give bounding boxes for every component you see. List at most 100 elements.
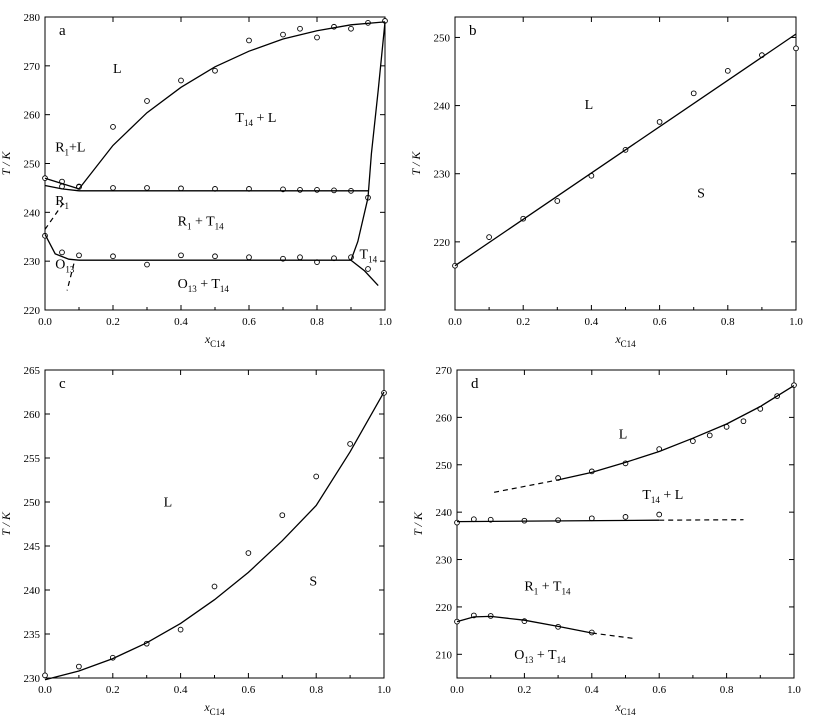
x-tick-label: 0.4 <box>174 684 188 696</box>
data-point <box>555 517 561 524</box>
x-tick-label: 0.2 <box>516 316 530 328</box>
y-axis-label: T / K <box>411 511 425 536</box>
y-tick-label: 230 <box>436 555 453 567</box>
data-point <box>365 266 371 272</box>
data-point <box>245 550 252 556</box>
region-label: R1+L <box>55 140 85 157</box>
data-point <box>144 98 150 104</box>
panel-letter: a <box>59 23 66 39</box>
region-label: S <box>309 575 317 590</box>
data-point <box>706 432 713 439</box>
panel-b: 0.0 0.2 0.4 0.6 0.8 1.0 220 230 240 250 xC14 T / K b… <box>409 16 803 349</box>
x-tick-label: 0.4 <box>174 316 188 328</box>
y-tick-label: 240 <box>436 507 453 519</box>
region-label: S <box>697 187 705 202</box>
panel-letter: b <box>469 23 477 39</box>
phase-boundary-line <box>454 33 797 267</box>
data-point <box>314 187 320 193</box>
data-point <box>110 253 116 260</box>
y-tick-label: 220 <box>434 237 451 249</box>
panel-letter: d <box>471 376 479 392</box>
phase-boundary-line <box>78 21 386 190</box>
phase-boundary-line <box>367 21 386 198</box>
x-tick-label: 1.0 <box>377 684 391 696</box>
x-axis-label: xC14 <box>614 332 636 349</box>
region-label: R1 + T14 <box>524 579 571 596</box>
x-tick-label: 0.4 <box>585 684 599 696</box>
data-point <box>740 418 747 425</box>
data-point <box>42 672 48 679</box>
data-point <box>454 618 460 625</box>
y-tick-label: 260 <box>24 409 41 421</box>
x-tick-label: 0.2 <box>106 684 120 696</box>
data-point <box>246 37 252 44</box>
data-point <box>297 25 303 32</box>
dashed-boundary-line <box>66 263 75 291</box>
data-point <box>76 663 82 670</box>
y-tick-label: 270 <box>436 365 453 377</box>
region-label: T14 <box>360 248 378 265</box>
y-tick-label: 235 <box>24 629 41 641</box>
y-tick-label: 260 <box>436 412 453 424</box>
data-point <box>656 119 663 125</box>
data-point <box>144 185 150 191</box>
y-tick-label: 240 <box>434 101 451 113</box>
x-tick-label: 1.0 <box>787 684 801 696</box>
phase-boundary-line <box>350 259 379 287</box>
panel-d: 0.0 0.2 0.4 0.6 0.8 1.0 210 220 230 240 250 260 270 x… <box>411 365 801 717</box>
y-axis-label: T / K <box>0 151 13 176</box>
data-point <box>314 34 320 41</box>
phase-boundary-line <box>44 184 80 192</box>
y-tick-label: 240 <box>24 207 41 219</box>
plot-frame <box>44 369 385 679</box>
data-point <box>690 90 697 97</box>
data-point <box>178 185 184 192</box>
x-axis-label: xC14 <box>204 332 226 349</box>
x-tick-label: 0.2 <box>106 316 120 328</box>
x-axis-label: xC14 <box>614 700 636 717</box>
x-tick-label: 1.0 <box>378 316 392 328</box>
y-axis-label: T / K <box>0 511 13 536</box>
data-point <box>347 441 353 447</box>
panel-a: 0.0 0.2 0.4 0.6 0.8 1.0 220 230 240 250 260 270 280 x… <box>0 12 392 349</box>
plot-frame <box>44 16 386 311</box>
y-tick-label: 220 <box>24 305 41 317</box>
x-tick-label: 0.4 <box>585 316 599 328</box>
y-tick-label: 210 <box>436 649 453 661</box>
region-label: T14 + L <box>642 488 683 505</box>
data-point <box>656 511 663 518</box>
x-tick-label: 0.2 <box>518 684 532 696</box>
dashed-boundary-line <box>591 632 636 640</box>
dashed-boundary-line <box>44 199 66 230</box>
data-point <box>297 254 303 261</box>
region-label: L <box>585 98 594 113</box>
data-point <box>297 187 303 193</box>
data-point <box>348 25 354 32</box>
y-tick-label: 255 <box>24 453 41 465</box>
y-tick-label: 250 <box>24 159 41 171</box>
data-point <box>177 626 184 633</box>
data-point <box>110 185 116 191</box>
y-tick-label: 280 <box>24 12 41 24</box>
x-tick-label: 0.6 <box>242 684 256 696</box>
data-point <box>313 473 320 480</box>
data-point <box>793 45 799 52</box>
phase-boundary-line <box>456 615 592 634</box>
data-point <box>76 252 82 259</box>
data-point <box>454 519 460 526</box>
x-tick-label: 0.8 <box>720 684 734 696</box>
data-point <box>280 31 286 38</box>
plot-frame <box>454 16 797 311</box>
x-tick-label: 1.0 <box>789 316 803 328</box>
y-tick-label: 230 <box>24 673 41 685</box>
phase-boundary-line <box>456 519 660 523</box>
x-tick-label: 0.6 <box>653 316 667 328</box>
x-tick-label: 0.6 <box>652 684 666 696</box>
data-point <box>110 124 116 130</box>
data-point <box>212 253 218 260</box>
data-point <box>42 175 48 182</box>
y-tick-label: 250 <box>434 32 451 44</box>
x-tick-label: 0.0 <box>448 316 462 328</box>
y-tick-label: 265 <box>24 365 41 377</box>
data-point <box>211 583 218 590</box>
